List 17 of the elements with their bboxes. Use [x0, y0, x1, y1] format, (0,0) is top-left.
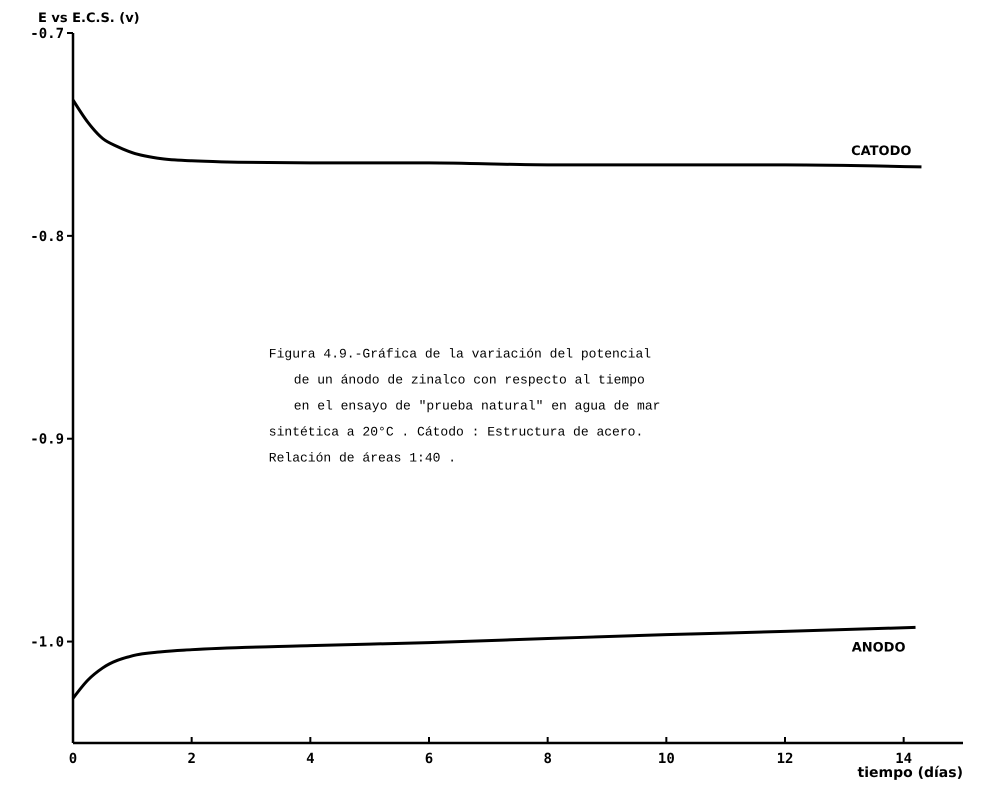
y-tick-label: -1.0	[30, 634, 64, 650]
series-label: ANODO	[852, 640, 906, 656]
x-tick-label: 6	[424, 751, 434, 767]
x-tick-label: 12	[776, 751, 794, 767]
series-label: CATODO	[851, 144, 912, 159]
x-tick-label: 0	[68, 751, 78, 767]
x-tick-label: 10	[658, 751, 675, 767]
x-tick-label: 8	[543, 751, 552, 767]
y-tick-label: -0.9	[30, 432, 64, 448]
x-axis-title: tiempo (días)	[858, 765, 963, 781]
x-tick-label: 4	[306, 751, 315, 767]
y-tick-label: -0.8	[30, 228, 64, 245]
y-tick-label: -0.7	[30, 26, 64, 42]
y-axis-title: E vs E.C.S. (v)	[38, 11, 140, 26]
x-tick-label: 2	[187, 751, 196, 767]
x-tick-label: 14	[895, 751, 912, 767]
annotation: Figura 4.9.-Gráfica de la variación del potencial de un ánodo de zinalco con respecto al tiempo en el ensayo de "prueba natural" en agua de mar sintética a 20°C . Cátodo : Estructura de acero. Relación de áreas 1:40 .	[268, 346, 660, 466]
